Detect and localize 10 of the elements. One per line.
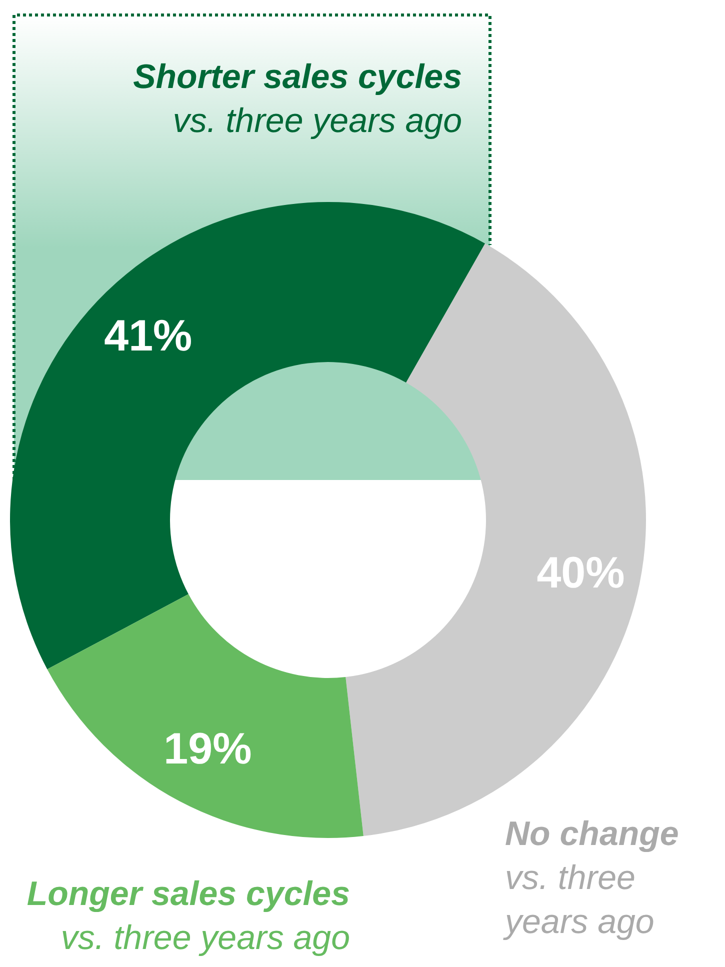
text: vs. three years ago bbox=[503, 859, 654, 941]
slice-label: Longer sales cycles bbox=[26, 875, 350, 913]
donut-slice bbox=[47, 594, 364, 838]
data-label: 19% bbox=[164, 724, 252, 774]
donut-slice bbox=[10, 202, 486, 670]
data-label: 41% bbox=[104, 311, 192, 360]
slice-label: Shorter sales cycles bbox=[133, 58, 462, 96]
slice-label: No change bbox=[505, 815, 679, 853]
text: vs. three years ago bbox=[172, 102, 462, 140]
text: vs. three years ago bbox=[60, 919, 350, 957]
